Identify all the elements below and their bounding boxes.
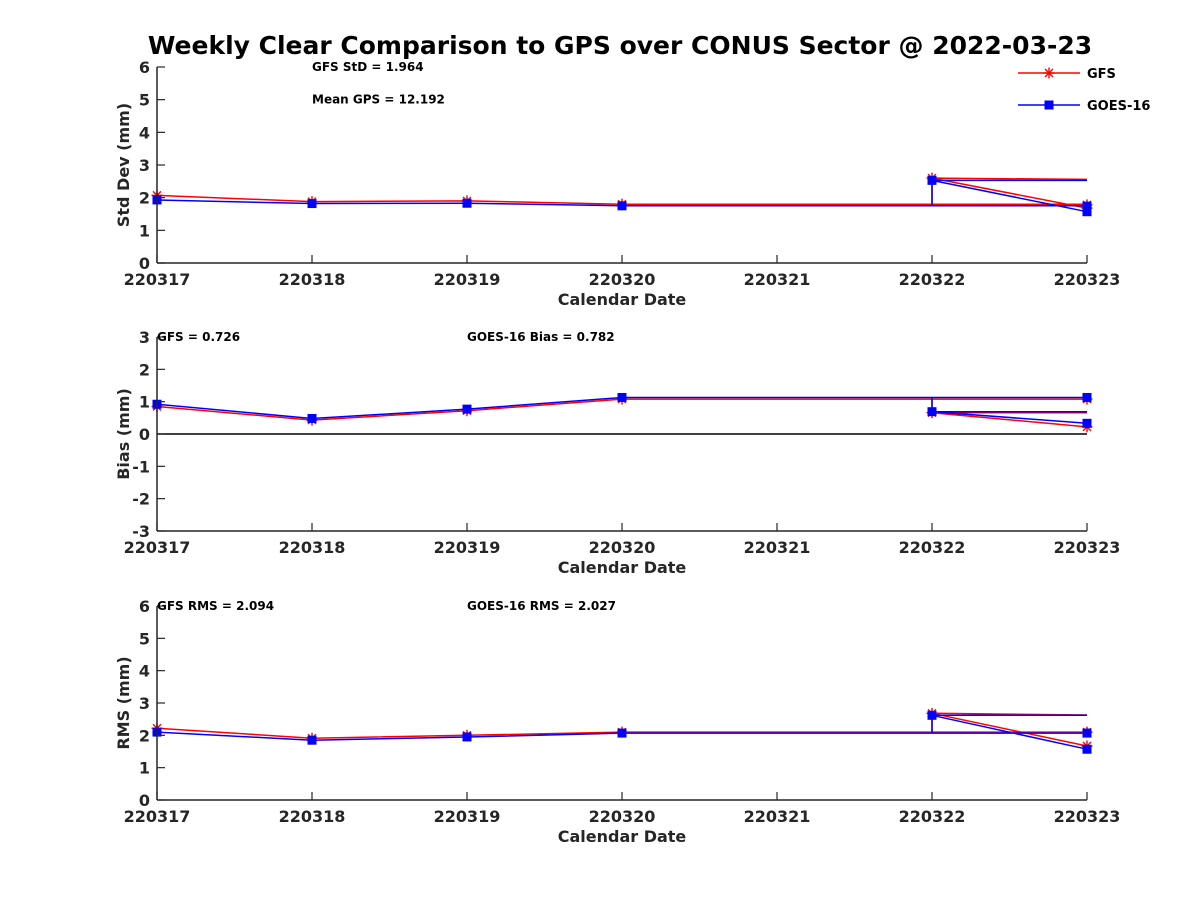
x-tick-label: 220320 [589,807,656,826]
y-tick-label: 0 [139,791,150,810]
data-point-bias-1-2 [462,404,472,414]
y-tick-label: 0 [139,254,150,273]
y-axis-label: Bias (mm) [114,388,133,480]
data-point-std-1-6 [1082,207,1092,217]
series-line-bias-1 [156,396,1088,425]
y-tick-label: 1 [139,393,150,412]
x-tick-label: 220318 [279,807,346,826]
data-point-rms-1-3 [617,728,627,738]
series-line-std-1 [156,179,1088,213]
x-tick-label: 220323 [1054,538,1121,557]
data-point-bias-1-5 [927,407,937,417]
data-point-std-1-1 [307,199,317,209]
y-axis-label: RMS (mm) [114,656,133,749]
legend-marker-0 [1043,67,1055,79]
y-tick-label: 0 [139,425,150,444]
x-tick-label: 220319 [434,538,501,557]
x-tick-label: 220322 [899,807,966,826]
y-tick-label: 6 [139,597,150,616]
y-tick-label: 1 [139,221,150,240]
y-tick-label: 3 [139,694,150,713]
data-point-rms-1-2 [462,732,472,742]
x-tick-label: 220318 [279,538,346,557]
data-point-bias-1-3 [617,392,627,402]
y-tick-label: 4 [139,123,150,142]
x-tick-label: 220321 [744,538,811,557]
x-tick-label: 220323 [1054,270,1121,289]
series-line-rms-1 [156,714,1088,750]
x-tick-label: 220322 [899,538,966,557]
y-tick-label: -3 [132,522,150,541]
x-tick-label: 220317 [124,807,191,826]
panel-std: 0 1 2 3 4 5 6 220317 220318 220319 220320 220321 220… [114,58,1120,309]
x-axis-label: Calendar Date [558,290,687,309]
data-point-bias-1-4 [1082,392,1092,402]
chart-title: Weekly Clear Comparison to GPS over CONU… [148,31,1092,60]
data-point-bias-1-1 [307,413,317,423]
data-point-rms-1-5 [927,710,937,720]
stat-annotation-a: GFS = 0.726 [157,330,240,344]
x-tick-label: 220321 [744,807,811,826]
x-tick-label: 220317 [124,270,191,289]
y-tick-label: 3 [139,328,150,347]
y-tick-label: 2 [139,726,150,745]
y-tick-label: 6 [139,58,150,77]
series-line-bias-0 [156,398,1088,428]
x-tick-label: 220320 [589,270,656,289]
panel-rms: 0 1 2 3 4 5 6 220317 220318 220319 220320 220321 220… [114,597,1120,846]
data-point-bias-1-6 [1082,418,1092,428]
y-tick-label: 2 [139,360,150,379]
x-axis-label: Calendar Date [558,558,687,577]
x-tick-label: 220319 [434,807,501,826]
x-axis-label: Calendar Date [558,827,687,846]
stat-annotation-a: GFS RMS = 2.094 [157,599,274,613]
panel-bias: -3 -2 -1 0 1 2 3 220317 220318 220319 220320 220321… [114,328,1120,577]
y-tick-label: -2 [132,490,150,509]
y-axis-label: Std Dev (mm) [114,103,133,227]
legend: GFS GOES-16 [1018,67,1150,114]
legend-label-0: GFS [1087,67,1116,82]
x-tick-label: 220319 [434,270,501,289]
y-tick-label: 3 [139,156,150,175]
data-point-rms-1-6 [1082,744,1092,754]
data-point-std-1-3 [617,201,627,211]
y-tick-label: 5 [139,629,150,648]
stat-annotation-a: GFS StD = 1.964 [312,60,424,74]
data-point-std-1-5 [927,175,937,185]
stat-annotation-b: Mean GPS = 12.192 [312,93,445,107]
y-tick-label: 5 [139,91,150,110]
stat-annotation-b: GOES-16 RMS = 2.027 [467,599,616,613]
x-tick-label: 220318 [279,270,346,289]
data-point-rms-1-4 [1082,728,1092,738]
legend-marker-1 [1044,100,1054,110]
stat-annotation-b: GOES-16 Bias = 0.782 [467,330,615,344]
x-tick-label: 220323 [1054,807,1121,826]
series-line-std-0 [156,177,1088,209]
y-tick-label: 2 [139,189,150,208]
x-tick-label: 220320 [589,538,656,557]
y-tick-label: -1 [132,457,150,476]
x-tick-label: 220321 [744,270,811,289]
data-point-std-1-2 [462,198,472,208]
x-tick-label: 220317 [124,538,191,557]
x-tick-label: 220322 [899,270,966,289]
y-tick-label: 4 [139,662,150,681]
data-point-rms-1-1 [307,735,317,745]
y-tick-label: 1 [139,759,150,778]
legend-label-1: GOES-16 [1087,99,1150,114]
